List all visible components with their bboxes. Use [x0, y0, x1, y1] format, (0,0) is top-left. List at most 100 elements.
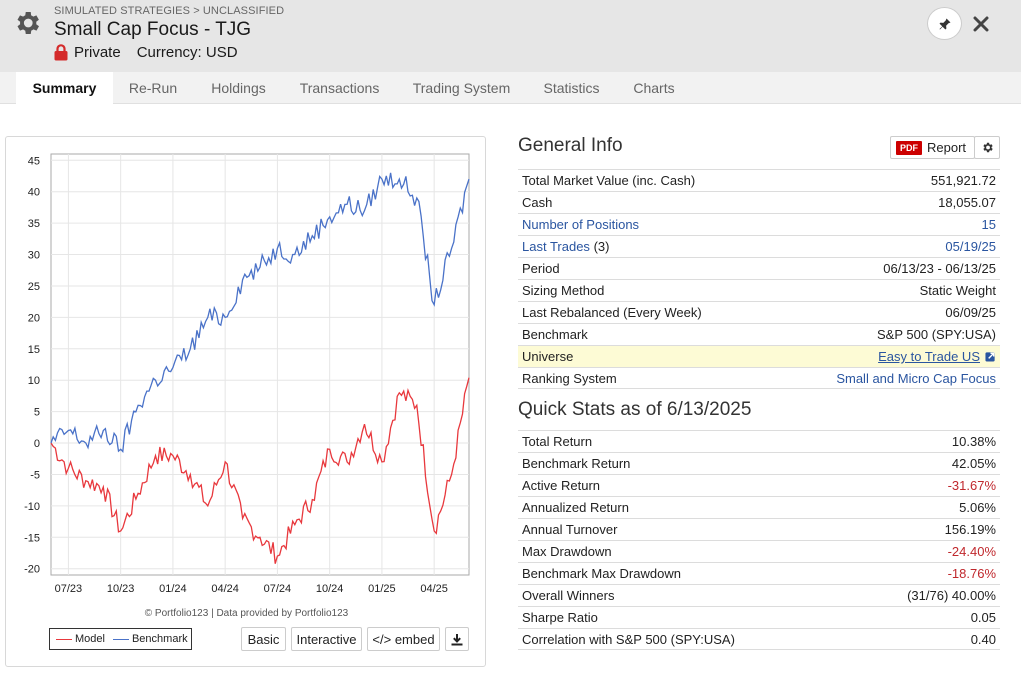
- external-link-icon[interactable]: [985, 351, 996, 362]
- stat-row-overall-winners: Overall Winners (31/76) 40.00%: [518, 584, 1000, 606]
- y-tick-label: 0: [34, 438, 40, 450]
- y-tick-label: 45: [28, 155, 40, 167]
- universe-link[interactable]: Easy to Trade US: [878, 349, 980, 364]
- tab-statistics[interactable]: Statistics: [543, 80, 600, 96]
- y-tick-label: 25: [28, 281, 40, 293]
- tab-holdings[interactable]: Holdings: [211, 80, 266, 96]
- pin-button[interactable]: [927, 7, 962, 40]
- info-value: Static Weight: [919, 283, 996, 298]
- privacy-label: Private: [74, 44, 121, 61]
- stat-value: 5.06%: [959, 500, 996, 515]
- pdf-report-button[interactable]: PDF Report: [890, 136, 975, 159]
- quick-stats-table: Total Return 10.38% Benchmark Return 42.…: [518, 430, 1000, 650]
- x-tick-label: 07/24: [264, 583, 292, 595]
- report-label: Report: [927, 140, 967, 155]
- header: SIMULATED STRATEGIES > UNCLASSIFIED Smal…: [0, 0, 1021, 72]
- info-label: Cash: [522, 195, 553, 210]
- info-label: Sizing Method: [522, 283, 605, 298]
- info-value: S&P 500 (SPY:USA): [877, 327, 996, 342]
- chart-panel: -20 -15 -10 -5 0 5 10 15 20 25 30 35 40 45 07/23 10/23 0…: [5, 136, 486, 667]
- tab-charts[interactable]: Charts: [633, 80, 675, 96]
- settings-icon: [982, 142, 993, 153]
- stat-label: Active Return: [522, 478, 601, 493]
- info-label: Universe: [522, 349, 574, 364]
- stat-value: 0.40: [970, 631, 996, 647]
- y-tick-label: 15: [28, 344, 40, 356]
- general-info-title: General Info: [518, 135, 623, 156]
- download-button[interactable]: [445, 627, 469, 651]
- stat-row-correlation: Correlation with S&P 500 (SPY:USA) 0.40: [518, 628, 1000, 650]
- info-value: 06/13/23 - 06/13/25: [883, 261, 996, 276]
- stat-label: Correlation with S&P 500 (SPY:USA): [522, 631, 735, 647]
- breadcrumb[interactable]: SIMULATED STRATEGIES > UNCLASSIFIED: [54, 5, 285, 17]
- positions-count-link[interactable]: 15: [981, 217, 996, 232]
- tab-trading-system[interactable]: Trading System: [412, 80, 511, 96]
- info-row-cash: Cash 18,055.07: [518, 191, 1000, 213]
- lock-icon: [54, 44, 68, 61]
- quick-stats-title: Quick Stats as of 6/13/2025: [518, 399, 752, 420]
- number-of-positions-link[interactable]: Number of Positions: [522, 217, 640, 232]
- y-tick-label: -20: [24, 564, 40, 576]
- pdf-badge: PDF: [896, 140, 922, 155]
- tab-bar: Summary Re-Run Holdings Transactions Tra…: [0, 72, 1021, 104]
- last-trades-link[interactable]: Last Trades: [522, 239, 590, 254]
- stat-value: (31/76) 40.00%: [907, 588, 996, 603]
- tab-re-run[interactable]: Re-Run: [128, 80, 178, 96]
- info-row-benchmark: Benchmark S&P 500 (SPY:USA): [518, 323, 1000, 345]
- stat-label: Total Return: [522, 434, 593, 449]
- stat-row-benchmark-max-drawdown: Benchmark Max Drawdown -18.76%: [518, 562, 1000, 584]
- general-info-table: Total Market Value (inc. Cash) 551,921.7…: [518, 169, 1000, 389]
- info-row-positions: Number of Positions 15: [518, 213, 1000, 235]
- report-settings-button[interactable]: [974, 136, 1000, 159]
- currency-label: Currency: USD: [136, 44, 238, 61]
- stat-value: 10.38%: [951, 434, 996, 449]
- stat-row-sharpe: Sharpe Ratio 0.05: [518, 606, 1000, 628]
- stat-label: Overall Winners: [522, 588, 615, 603]
- last-trades-date-link[interactable]: 05/19/25: [945, 239, 996, 254]
- legend-swatch-benchmark: [112, 638, 129, 640]
- stat-value: -18.76%: [947, 566, 996, 581]
- info-row-period: Period 06/13/23 - 06/13/25: [518, 257, 1000, 279]
- legend-label-model: Model: [75, 633, 105, 645]
- universe-value-group: Easy to Trade US: [878, 349, 996, 364]
- basic-button[interactable]: Basic: [241, 627, 286, 651]
- tab-summary[interactable]: Summary: [16, 72, 113, 104]
- y-tick-label: 40: [28, 187, 40, 199]
- legend-label-benchmark: Benchmark: [131, 633, 188, 645]
- info-value: 18,055.07: [938, 195, 996, 210]
- page-title: Small Cap Focus - TJG: [54, 19, 252, 40]
- legend-item-benchmark[interactable]: Benchmark: [112, 633, 188, 645]
- gear-icon[interactable]: [12, 8, 42, 38]
- x-tick-label: 01/25: [368, 583, 396, 595]
- download-icon: [451, 633, 463, 645]
- plot-area: [50, 153, 470, 576]
- info-row-last-trades: Last Trades (3) 05/19/25: [518, 235, 1000, 257]
- y-tick-label: 30: [28, 250, 40, 262]
- stat-value: 156.19%: [944, 522, 996, 537]
- info-row-universe: Universe Easy to Trade US: [518, 345, 1000, 367]
- y-tick-label: -15: [24, 532, 40, 544]
- chart-legend: Model Benchmark: [49, 628, 192, 650]
- x-tick-label: 10/23: [107, 583, 135, 595]
- embed-button[interactable]: </> embed: [367, 627, 440, 651]
- performance-chart[interactable]: -20 -15 -10 -5 0 5 10 15 20 25 30 35 40 45 07/23 10/23 0…: [6, 137, 487, 605]
- stat-label: Benchmark Max Drawdown: [522, 566, 681, 581]
- stat-label: Annual Turnover: [522, 522, 618, 537]
- chart-credit: © Portfolio123 | Data provided by Portfo…: [144, 608, 349, 619]
- x-tick-label: 10/24: [316, 583, 344, 595]
- y-tick-label: 20: [28, 312, 40, 324]
- y-tick-label: 10: [28, 375, 40, 387]
- stat-row-active-return: Active Return -31.67%: [518, 474, 1000, 496]
- close-button[interactable]: [970, 13, 992, 35]
- y-tick-label: 35: [28, 218, 40, 230]
- ranking-system-link[interactable]: Small and Micro Cap Focus: [836, 370, 996, 386]
- interactive-button[interactable]: Interactive: [291, 627, 362, 651]
- tab-transactions[interactable]: Transactions: [299, 80, 380, 96]
- x-tick-label: 07/23: [55, 583, 83, 595]
- info-value: 551,921.72: [930, 173, 996, 188]
- info-row-market-value: Total Market Value (inc. Cash) 551,921.7…: [518, 169, 1000, 191]
- legend-item-model[interactable]: Model: [56, 633, 105, 645]
- stat-label: Annualized Return: [522, 500, 629, 515]
- stat-value: 42.05%: [951, 456, 996, 471]
- info-label: Ranking System: [522, 370, 617, 386]
